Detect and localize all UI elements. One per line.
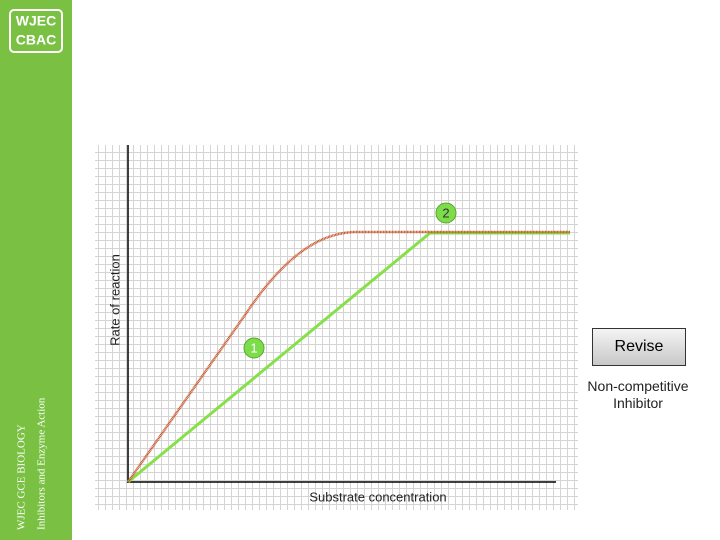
- topic-title: Inhibitors and Enzyme Action: [36, 397, 48, 530]
- logo-text: CBAC: [16, 32, 56, 48]
- sidebar: [0, 0, 72, 540]
- marker: [435, 202, 457, 224]
- marker-label: 2: [442, 205, 449, 220]
- y-axis-label: Rate of reaction: [107, 254, 122, 346]
- course-title: WJEC GCE BIOLOGY: [16, 424, 28, 530]
- revise-button[interactable]: Revise: [592, 328, 686, 366]
- caption: Non-competitive Inhibitor: [587, 378, 689, 411]
- marker-label: 1: [250, 340, 257, 355]
- x-axis-label: Substrate concentration: [309, 489, 446, 504]
- logo-text: WJEC: [16, 13, 56, 29]
- grid: [95, 145, 578, 510]
- uninhibited-curve: [126, 230, 570, 483]
- logo-frame: [9, 9, 63, 53]
- marker: [243, 337, 265, 359]
